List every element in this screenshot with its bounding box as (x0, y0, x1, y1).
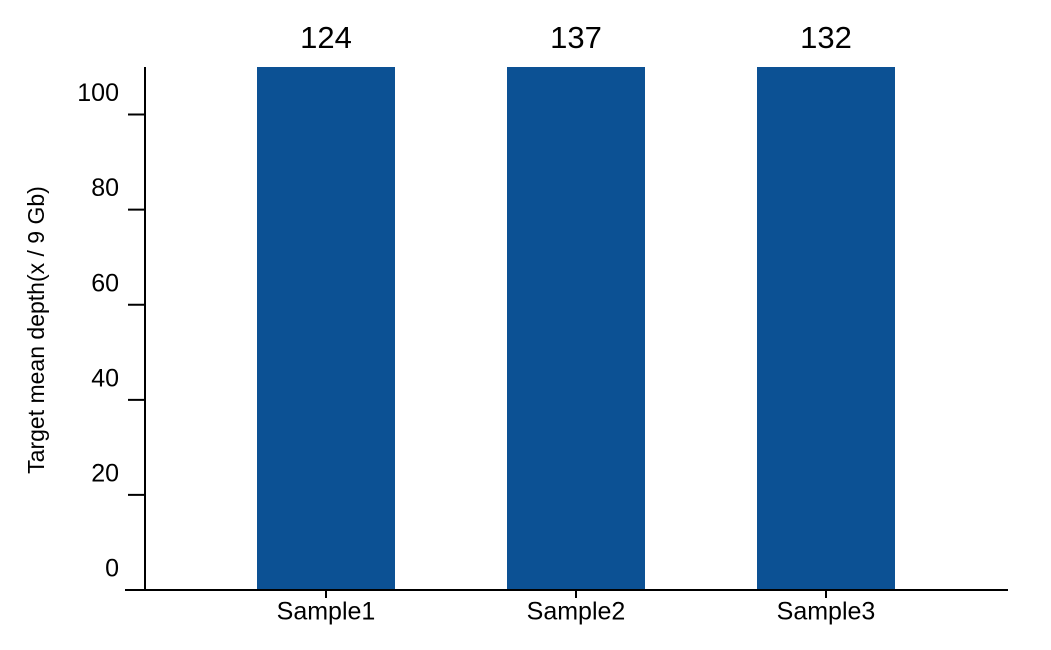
plot-area (257, 67, 895, 591)
value-label: 137 (550, 20, 602, 55)
bar (507, 67, 645, 591)
bar (757, 67, 895, 590)
x-tick-label: Sample1 (277, 598, 376, 626)
value-label: 132 (800, 20, 852, 55)
y-tick-label: 100 (77, 79, 119, 107)
y-axis-label: Target mean depth(x / 9 Gb) (23, 186, 49, 474)
y-tick-label: 40 (91, 364, 119, 392)
y-tick-label: 20 (91, 460, 119, 488)
x-tick-label: Sample3 (777, 598, 876, 626)
y-tick-label: 0 (105, 555, 119, 583)
y-tick-label: 80 (91, 174, 119, 202)
value-label: 124 (300, 20, 352, 55)
x-tick-label: Sample2 (527, 598, 626, 626)
bar (257, 67, 395, 591)
y-tick-label: 60 (91, 269, 119, 297)
